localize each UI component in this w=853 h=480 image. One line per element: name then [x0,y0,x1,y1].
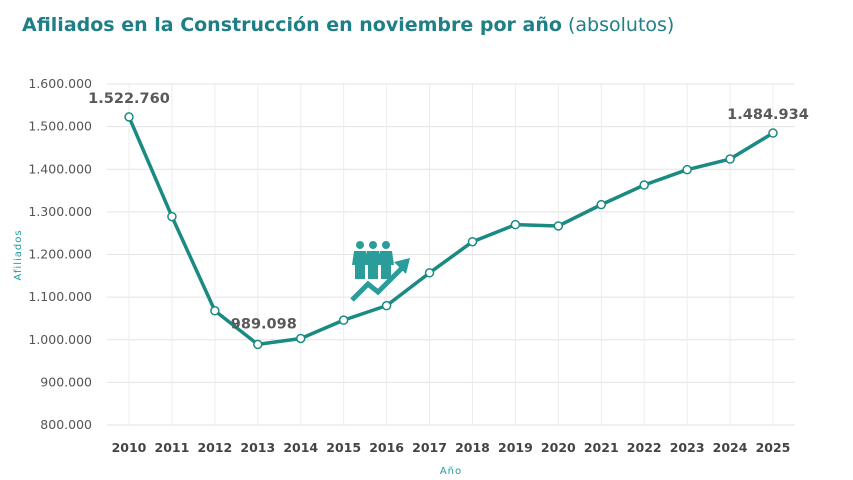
data-point [553,221,564,231]
data-point [210,306,220,316]
y-axis-label: Afiliados [13,229,24,280]
x-tick-label: 2011 [155,440,190,455]
data-point [167,211,177,222]
data-point [768,128,778,138]
data-point [424,268,435,278]
x-tick-label: 2018 [455,440,490,455]
x-tick-label: 2014 [283,440,318,455]
data-label: 1.484.934 [727,107,809,123]
title-main: Afiliados en la Construcción en noviembr… [22,14,562,36]
x-tick-label: 2012 [197,440,232,455]
y-tick-label: 1.100.000 [28,289,92,304]
y-tick-label: 1.000.000 [28,332,92,347]
x-tick-label: 2019 [498,440,533,455]
x-tick-label: 2021 [584,440,619,455]
data-point [596,199,607,210]
x-tick-label: 2016 [369,440,404,455]
x-tick-label: 2010 [112,440,147,455]
series-line [127,116,774,347]
data-label: 1.522.760 [88,91,170,107]
x-axis-label: Año [440,466,462,477]
data-point [682,164,692,175]
y-tick-label: 1.400.000 [28,161,92,176]
x-tick-label: 2024 [713,440,748,455]
data-point [381,300,392,311]
data-point [295,333,306,344]
x-tick-label: 2025 [756,440,791,455]
data-point [253,339,263,350]
y-tick-label: 900.000 [40,374,92,389]
chart-title: Afiliados en la Construcción en noviembr… [22,14,674,36]
data-point [639,180,649,190]
y-tick-label: 1.500.000 [28,119,92,134]
y-tick-label: 1.600.000 [28,76,92,91]
data-label: 989.098 [231,316,297,332]
y-tick-label: 1.300.000 [28,204,92,219]
title-subtitle: (absolutos) [567,14,675,36]
data-point [725,154,735,164]
data-point [338,315,349,325]
data-point [510,219,521,230]
y-tick-label: 1.200.000 [28,247,92,262]
people-growth-icon [350,241,410,302]
x-tick-label: 2020 [541,440,576,455]
x-tick-label: 2023 [670,440,705,455]
x-tick-label: 2015 [326,440,361,455]
x-tick-label: 2013 [240,440,275,455]
x-tick-label: 2017 [412,440,447,455]
data-point [467,236,478,247]
data-point [124,112,134,122]
x-tick-label: 2022 [627,440,662,455]
y-tick-label: 800.000 [40,417,92,432]
